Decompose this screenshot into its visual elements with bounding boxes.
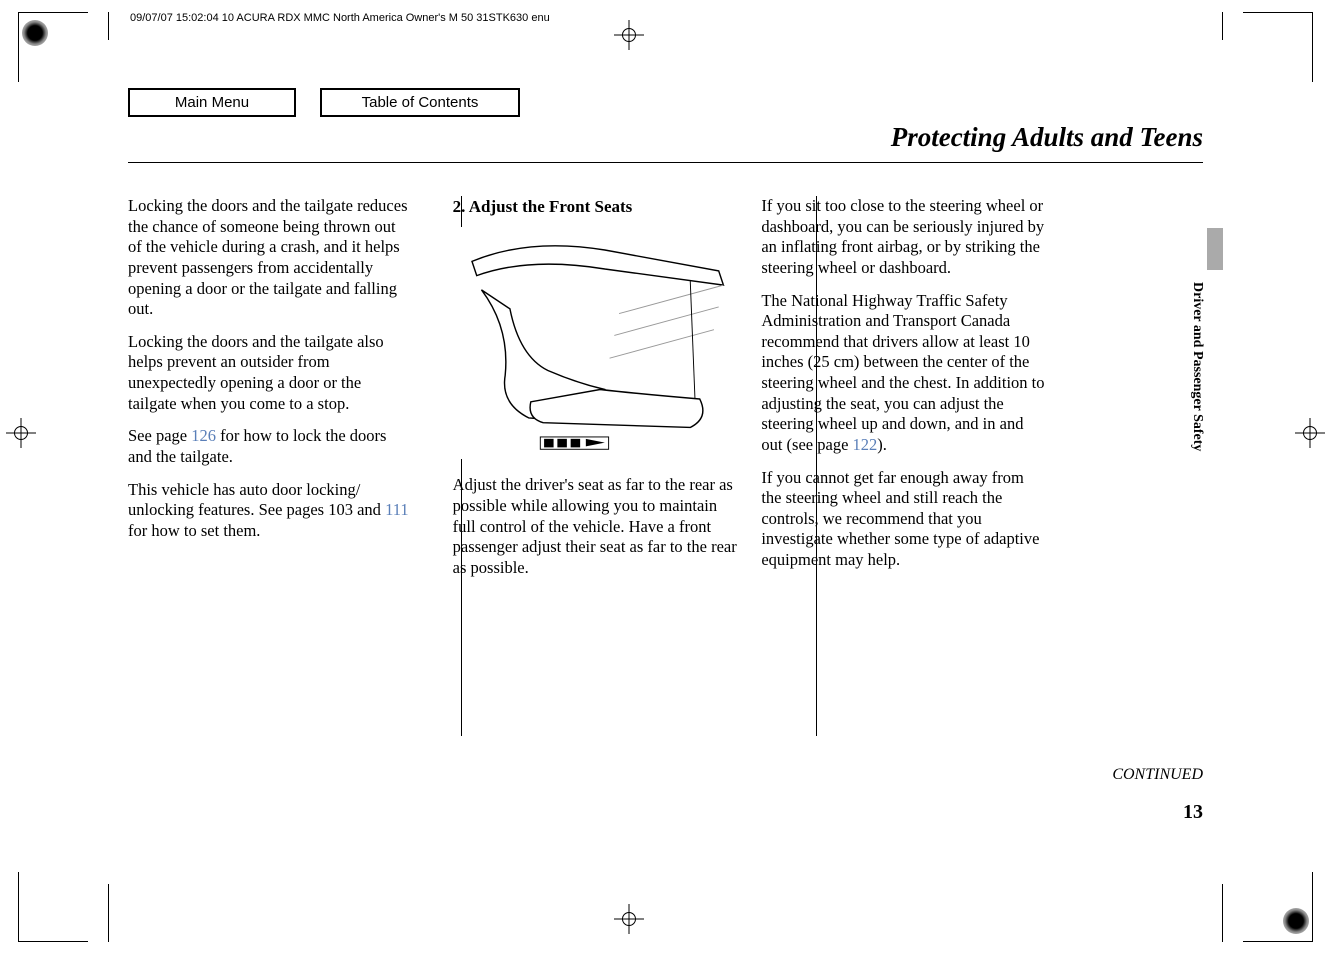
body-text: If you cannot get far enough away from t…: [761, 468, 1046, 571]
column-2: 2. Adjust the Front Seats Adjust the dri…: [425, 196, 750, 590]
registration-mark-icon: [1295, 418, 1325, 448]
section-side-label: Driver and Passenger Safety: [1189, 282, 1205, 451]
crop-mark: [108, 884, 109, 942]
body-text: Locking the doors and the tailgate also …: [128, 332, 413, 415]
crop-mark: [1222, 12, 1223, 40]
body-text: This vehicle has auto door locking/ unlo…: [128, 480, 413, 542]
page-title: Protecting Adults and Teens: [891, 122, 1203, 153]
table-of-contents-button[interactable]: Table of Contents: [320, 88, 520, 117]
continued-label: CONTINUED: [1112, 766, 1203, 784]
registration-mark-icon: [6, 418, 36, 448]
page-link[interactable]: 111: [385, 500, 409, 519]
section-heading: 2. Adjust the Front Seats: [453, 196, 738, 217]
registration-mark-icon: [614, 904, 644, 934]
section-tab-marker: [1207, 228, 1223, 270]
column-3: If you sit too close to the steering whe…: [749, 196, 1046, 590]
body-text: Adjust the driver's seat as far to the r…: [453, 475, 738, 578]
registration-dot-icon: [22, 20, 48, 46]
manual-page: 09/07/07 15:02:04 10 ACURA RDX MMC North…: [0, 0, 1331, 954]
crop-mark: [108, 12, 109, 40]
page-number: 13: [1183, 801, 1203, 824]
body-text: If you sit too close to the steering whe…: [761, 196, 1046, 279]
main-menu-button[interactable]: Main Menu: [128, 88, 296, 117]
title-rule: [128, 162, 1203, 163]
registration-dot-icon: [1283, 908, 1309, 934]
print-header-stamp: 09/07/07 15:02:04 10 ACURA RDX MMC North…: [130, 12, 550, 24]
body-text: Locking the doors and the tailgate reduc…: [128, 196, 413, 320]
registration-mark-icon: [614, 20, 644, 50]
crop-mark: [18, 872, 88, 942]
page-link[interactable]: 126: [191, 426, 216, 445]
content-columns: Locking the doors and the tailgate reduc…: [128, 196, 1046, 590]
crop-mark: [1243, 12, 1313, 82]
page-link[interactable]: 122: [853, 435, 878, 454]
column-1: Locking the doors and the tailgate reduc…: [128, 196, 425, 590]
crop-mark: [1222, 884, 1223, 942]
body-text: See page 126 for how to lock the doors a…: [128, 426, 413, 467]
body-text: The National Highway Traffic Safety Admi…: [761, 291, 1046, 456]
seat-adjust-figure: [453, 227, 738, 459]
